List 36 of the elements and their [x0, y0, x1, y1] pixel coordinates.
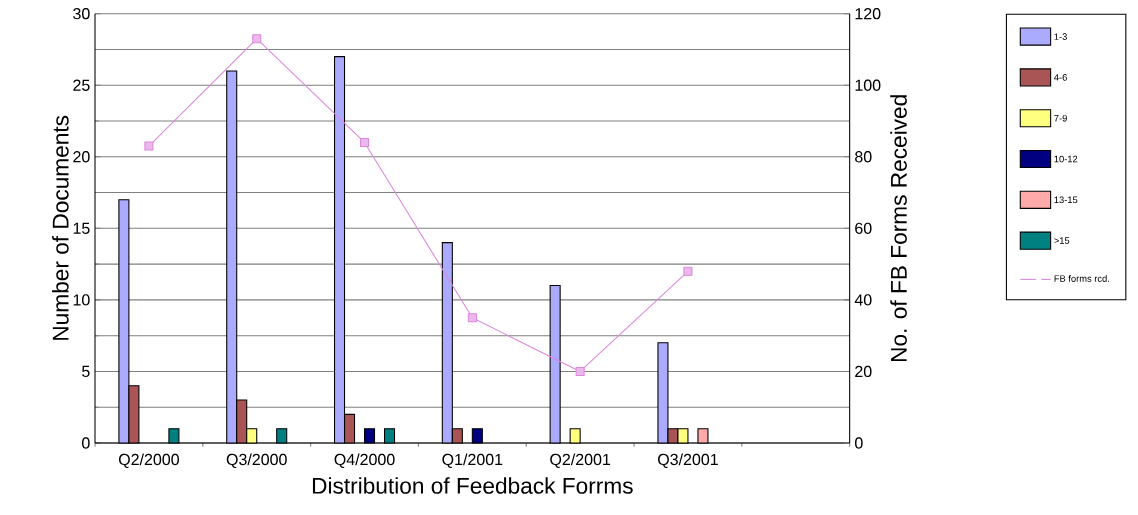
y-axis-title: Number of Documents — [52, 115, 69, 340]
legend-label: >15 — [1054, 237, 1070, 244]
point — [144, 141, 154, 151]
y-tick-label: 5 — [82, 365, 90, 378]
x-tick-label: Q1/2001 — [442, 453, 503, 469]
y2-axis-title: No. of FB Forms Received — [890, 95, 907, 362]
legend-label: 1-3 — [1054, 33, 1067, 40]
legend-label: 13-15 — [1054, 196, 1078, 204]
y-tick-label: 0 — [82, 437, 90, 449]
point — [575, 366, 585, 376]
point — [252, 34, 262, 44]
point — [683, 266, 693, 276]
x-tick-label: Q4/2000 — [334, 453, 395, 469]
point — [467, 313, 477, 323]
x-tick-label: Q2/2001 — [550, 453, 611, 469]
x-axis-title: Distribution of Feedback Forrms — [312, 477, 633, 494]
x-tick-label: Q3/2001 — [658, 453, 718, 469]
y-tick-label: 20 — [73, 151, 90, 163]
y2-tick-label: 0 — [855, 437, 863, 449]
legend-label: 10-12 — [1054, 155, 1078, 163]
point — [359, 137, 370, 148]
y-tick-label: 15 — [73, 222, 90, 234]
legend-label: FB forms rcd. — [1054, 275, 1109, 282]
y2-tick-label: 40 — [854, 294, 872, 306]
y-tick-label: 10 — [73, 294, 90, 306]
y2-tick-label: 60 — [855, 222, 872, 234]
y-tick-label: 30 — [73, 8, 90, 20]
legend-label: 4-6 — [1054, 74, 1067, 81]
legend-label: 7-9 — [1054, 114, 1067, 122]
y2-tick-label: 80 — [855, 151, 872, 163]
y2-tick-label: 20 — [855, 365, 872, 378]
y2-tick-label: 100 — [855, 79, 881, 91]
x-tick-label: Q2/2000 — [118, 453, 179, 469]
x-tick-label: Q3/2000 — [226, 453, 287, 469]
y-tick-label: 25 — [73, 79, 90, 91]
y2-tick-label: 120 — [855, 8, 881, 20]
